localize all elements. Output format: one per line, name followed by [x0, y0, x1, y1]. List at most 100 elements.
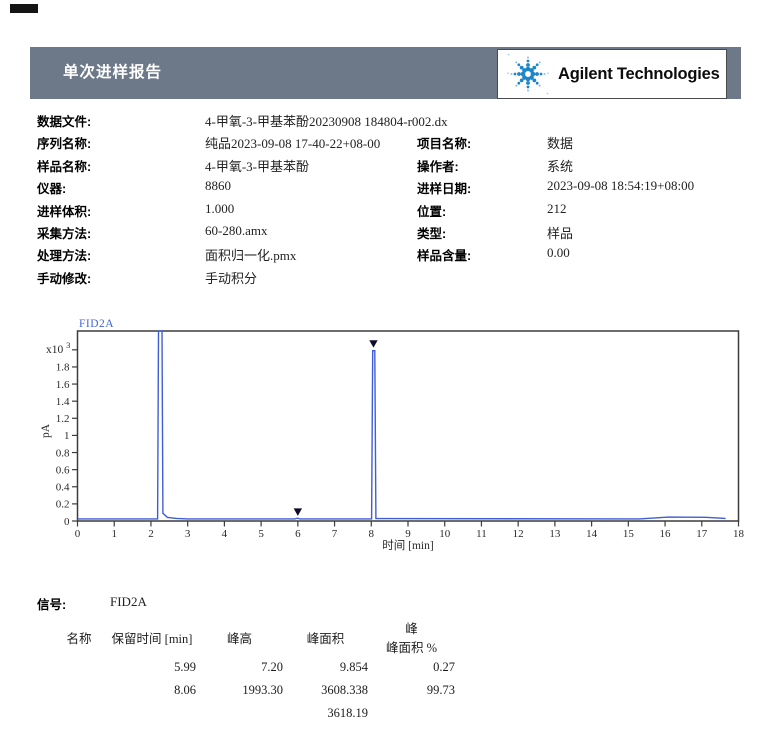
- info-row: 序列名称: 纯品2023-09-08 17-40-22+08-00 项目名称: 数据: [37, 133, 757, 155]
- svg-text:15: 15: [623, 528, 635, 540]
- column-header: 峰面积: [306, 631, 345, 646]
- table-cell: [108, 702, 196, 725]
- info-value: 面积归一化.pmx: [205, 248, 297, 264]
- svg-text:0.2: 0.2: [56, 499, 70, 511]
- svg-text:1.2: 1.2: [56, 413, 70, 425]
- info-row: 采集方法: 60-280.amx 类型: 样品: [37, 223, 757, 245]
- info-value: 212: [547, 200, 567, 216]
- svg-text:17: 17: [696, 528, 708, 540]
- agilent-starburst-icon: [507, 53, 549, 95]
- info-label: 手动修改:: [37, 271, 92, 286]
- peak-results-table: 名称 保留时间 [min] 峰高 峰面积 峰峰面积 % 5.99 7.20 9.854 0.2…: [50, 618, 455, 725]
- brand-name: Agilent Technologies: [558, 64, 720, 83]
- info-label: 采集方法:: [37, 226, 92, 241]
- svg-text:11: 11: [476, 528, 487, 540]
- chart-signal-title: FID2A: [79, 318, 114, 330]
- info-value: 8860: [205, 178, 231, 194]
- table-cell: 5.99: [174, 660, 196, 674]
- info-value: 系统: [547, 158, 574, 174]
- table-row: 5.99 7.20 9.854 0.27: [50, 656, 455, 679]
- info-value: 样品: [547, 225, 574, 241]
- info-label: 项目名称:: [417, 137, 472, 152]
- table-row: 8.06 1993.30 3608.338 99.73: [50, 679, 455, 702]
- table-cell: 0.27: [433, 660, 455, 674]
- info-label: 处理方法:: [37, 249, 92, 264]
- table-cell: 3608.338: [321, 683, 368, 697]
- sample-info-grid: 数据文件: 4-甲氧-3-甲基苯酚20230908 184804-r002.dx 序…: [37, 111, 757, 290]
- svg-text:1.4: 1.4: [56, 396, 70, 408]
- peak-marker: [369, 340, 378, 348]
- info-label: 序列名称:: [37, 137, 92, 152]
- x-axis-label: 时间 [min]: [382, 539, 433, 552]
- svg-text:6: 6: [295, 528, 301, 540]
- signal-value: FID2A: [110, 594, 147, 609]
- info-row: 样品名称: 4-甲氧-3-甲基苯酚 操作者: 系统: [37, 156, 757, 178]
- info-label: 操作者:: [417, 159, 459, 174]
- signal-label: 信号:: [37, 598, 67, 612]
- svg-text:0.4: 0.4: [56, 482, 70, 494]
- info-label: 位置:: [417, 204, 447, 219]
- page-corner-mark: [10, 4, 38, 13]
- svg-text:18: 18: [733, 528, 745, 540]
- table-cell: 7.20: [261, 660, 283, 674]
- table-cell: 1993.30: [242, 683, 283, 697]
- info-value: 手动积分: [205, 270, 258, 286]
- info-label: 进样体积:: [37, 204, 92, 219]
- info-row: 进样体积: 1.000 位置: 212: [37, 201, 757, 223]
- info-value: 4-甲氧-3-甲基苯酚: [205, 158, 309, 174]
- svg-text:13: 13: [549, 528, 561, 540]
- table-cell: [196, 702, 283, 725]
- info-value: 数据: [547, 136, 574, 152]
- column-header: 名称: [66, 631, 92, 646]
- table-cell: 9.854: [339, 660, 368, 674]
- svg-text:7: 7: [332, 528, 338, 540]
- chromatogram-trace: [77, 330, 726, 520]
- svg-text:0.6: 0.6: [56, 464, 70, 476]
- info-row: 处理方法: 面积归一化.pmx 样品含量: 0.00: [37, 245, 757, 267]
- svg-text:1: 1: [111, 528, 117, 540]
- svg-text:0: 0: [64, 516, 70, 528]
- svg-text:5: 5: [258, 528, 264, 540]
- svg-text:16: 16: [660, 528, 672, 540]
- svg-text:8: 8: [369, 528, 375, 540]
- svg-text:1.8: 1.8: [56, 362, 70, 374]
- table-cell: 3618.19: [327, 706, 368, 720]
- svg-text:14: 14: [586, 528, 598, 540]
- info-value: 4-甲氧-3-甲基苯酚20230908 184804-r002.dx: [205, 114, 448, 129]
- svg-text:12: 12: [513, 528, 524, 540]
- table-row: 3618.19: [50, 702, 455, 725]
- svg-text:1: 1: [64, 430, 70, 442]
- info-row: 手动修改: 手动积分: [37, 268, 757, 290]
- table-cell: [368, 702, 455, 725]
- svg-text:1.6: 1.6: [56, 379, 70, 391]
- table-cell: [50, 656, 108, 679]
- peak-marker: [293, 508, 303, 516]
- table-cell: 99.73: [426, 683, 455, 697]
- column-header: 峰峰面积 %: [385, 622, 438, 655]
- svg-text:0: 0: [75, 528, 81, 540]
- table-cell: [50, 702, 108, 725]
- info-value: 0.00: [547, 245, 570, 261]
- info-label: 样品名称:: [37, 159, 92, 174]
- peak-table-body: 5.99 7.20 9.854 0.27 8.06 1993.30 3608.338 99.7…: [50, 656, 455, 725]
- table-cell: [50, 679, 108, 702]
- info-value: 纯品2023-09-08 17-40-22+08-00: [205, 136, 381, 152]
- info-label: 进样日期:: [417, 182, 472, 197]
- info-label: 样品含量:: [417, 249, 472, 264]
- table-cell: 8.06: [174, 683, 196, 697]
- column-header: 保留时间 [min]: [111, 631, 193, 646]
- info-label: 仪器:: [37, 182, 67, 197]
- y-axis-label: pA: [40, 423, 52, 438]
- svg-text:9: 9: [405, 528, 411, 540]
- info-value: 60-280.amx: [205, 222, 268, 238]
- y-axis-multiplier: x10 3: [46, 340, 70, 356]
- svg-text:0.8: 0.8: [56, 447, 70, 459]
- agilent-logo-box: Agilent Technologies: [497, 49, 727, 99]
- svg-text:10: 10: [439, 528, 451, 540]
- info-row: 仪器: 8860 进样日期: 2023-09-08 18:54:19+08:00: [37, 178, 757, 200]
- report-header-bar: 单次进样报告 Agilent Technologies: [30, 47, 741, 99]
- svg-text:3: 3: [185, 528, 191, 540]
- peak-table-header: 名称 保留时间 [min] 峰高 峰面积 峰峰面积 %: [50, 618, 455, 656]
- svg-text:2: 2: [148, 528, 154, 540]
